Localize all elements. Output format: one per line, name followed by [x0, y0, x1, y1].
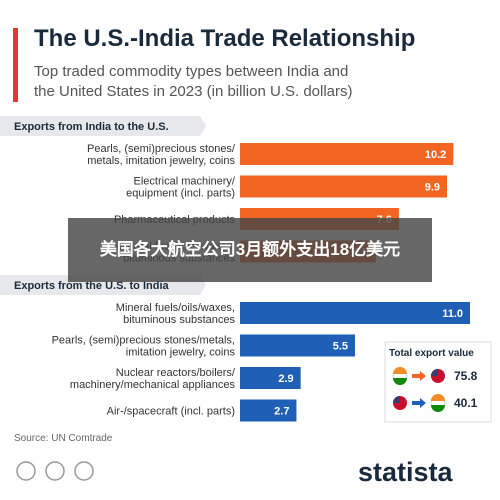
category-label: Air-/spacecraft (incl. parts): [107, 406, 235, 418]
category-label: Pearls, (semi)precious stones/metals, imi…: [52, 335, 236, 359]
value-label: 11.0: [442, 308, 463, 320]
chart-title: The U.S.-India Trade Relationship: [34, 25, 415, 52]
value-label: 5.5: [333, 341, 348, 353]
category-label: Electrical machinery/equipment (incl. pa…: [126, 176, 236, 200]
brand: statista: [358, 457, 454, 487]
category-label: Mineral fuels/oils/waxes,bituminous subs…: [116, 302, 236, 326]
value-label: 9.9: [425, 182, 440, 194]
source: Source: UN Comtrade: [14, 433, 113, 444]
category-label: Nuclear reactors/boilers/machinery/mecha…: [70, 367, 236, 391]
flag-india-bottom: [393, 378, 407, 385]
legend-title: Total export value: [389, 348, 474, 359]
bar: [240, 143, 454, 165]
bar: [240, 367, 301, 389]
arrow: [412, 398, 426, 408]
flag-india-top: [393, 367, 407, 374]
bar: [240, 334, 355, 357]
flag-india-bottom: [431, 405, 445, 412]
license-icons: [16, 461, 94, 481]
flag-india-top: [431, 394, 445, 401]
bar: [240, 399, 297, 422]
value-label: 10.2: [425, 149, 446, 161]
total-value: 40.1: [454, 396, 478, 410]
section-header: Exports from India to the U.S.: [14, 121, 169, 133]
bar: [240, 175, 447, 198]
overlay-banner: 美国各大航空公司3月额外支出18亿美元: [68, 218, 432, 282]
bar: [240, 302, 470, 324]
flag-us-canton: [393, 396, 400, 403]
accent-bar: [13, 28, 18, 102]
value-label: 2.9: [278, 373, 293, 385]
overlay-text: 美国各大航空公司3月额外支出18亿美元: [99, 240, 401, 259]
chart-subtitle: Top traded commodity types between India…: [34, 63, 353, 100]
section-header-bg: [0, 116, 206, 136]
category-label: Pearls, (semi)precious stones/metals, im…: [87, 143, 236, 167]
total-value: 75.8: [454, 369, 478, 383]
value-label: 2.7: [274, 406, 289, 418]
section-header: Exports from the U.S. to India: [14, 280, 170, 292]
flag-us-canton: [431, 369, 438, 376]
arrow: [412, 371, 426, 381]
